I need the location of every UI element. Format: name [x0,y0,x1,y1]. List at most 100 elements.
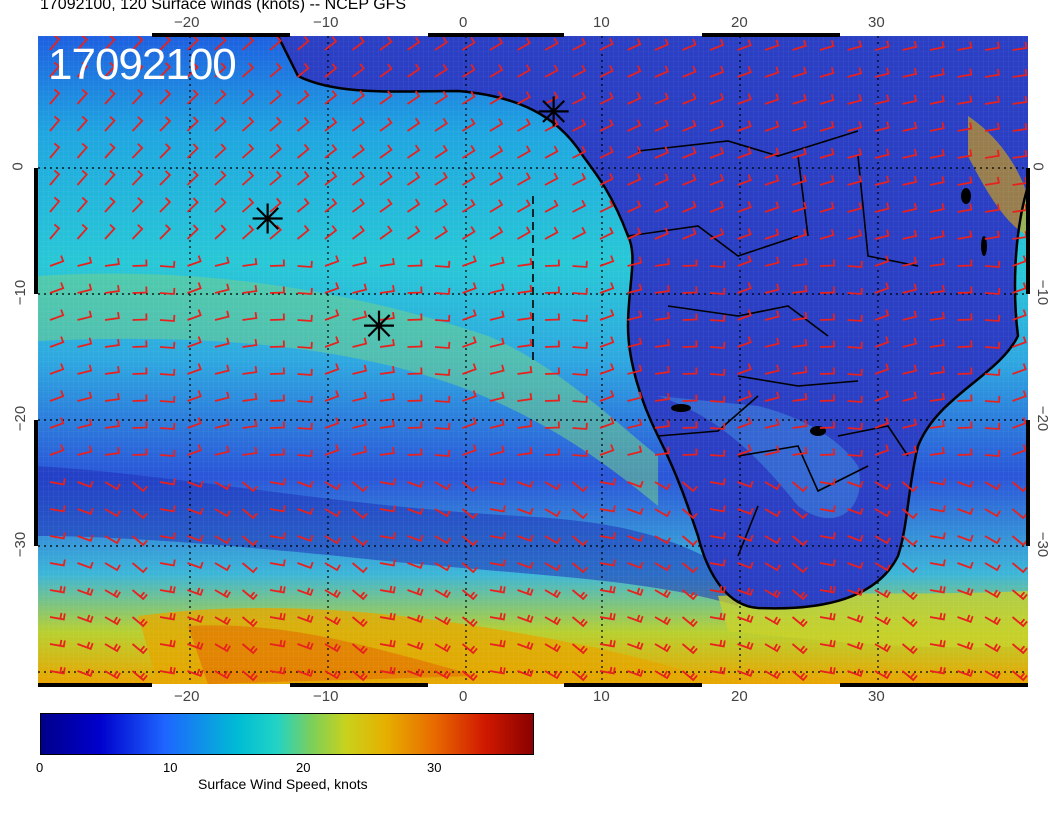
wind-barb [572,64,587,78]
wind-barb [351,198,365,213]
wind-barb [709,120,725,132]
wind-barb [654,392,670,402]
wind-barb [654,616,671,626]
wind-barb [131,670,148,682]
wind-barb [819,286,835,294]
wind-barb [352,256,368,267]
wind-barb [104,36,116,51]
wind-barb [792,311,808,321]
wind-barb [654,338,670,348]
wind-barb [764,643,781,653]
wind-barb [77,641,94,650]
lon-tick-top: 10 [593,14,610,31]
wind-barb [517,534,534,542]
wind-barb [462,37,476,51]
wind-barb [929,365,945,375]
wind-barb [324,444,340,456]
wind-barb [241,481,258,493]
wind-barb [984,368,1001,376]
wind-barb [351,225,365,240]
wind-barb [1012,282,1027,294]
lake [961,188,971,204]
wind-barb [709,666,726,675]
wind-barb [709,93,725,105]
wind-barb [544,535,561,545]
wind-barb [489,666,506,675]
wind-barb [352,364,368,375]
wind-barb [351,481,368,493]
wind-barb [572,368,588,376]
wind-barb [214,481,231,491]
wind-barb [462,64,476,78]
wind-barb [957,507,974,515]
wind-barb [241,535,258,547]
wind-barb [847,260,863,268]
wind-barb [572,199,587,213]
wind-barb [737,507,754,515]
wind-barb [874,148,890,159]
wind-barb [874,336,890,348]
wind-barb [737,614,754,623]
wind-barb [434,117,448,132]
wind-barb [517,419,533,429]
wind-barb [627,391,643,402]
wind-barb [214,562,231,572]
wind-barb [434,562,451,572]
wind-barb [462,118,476,132]
wind-barb [187,480,204,488]
wind-barb [297,614,314,623]
wind-barb [297,314,313,322]
wind-barb [77,614,94,623]
wind-barb [104,169,116,186]
wind-barb [627,38,642,51]
axis-bar-bottom [840,683,1028,687]
wind-barb [241,589,258,601]
wind-barb [517,37,531,51]
wind-barb [379,198,393,213]
wind-barb [627,364,643,375]
wind-barb [571,616,588,628]
wind-barb [517,284,533,294]
axis-bar-right [1026,168,1030,294]
lat-tick-left: −30 [12,531,30,558]
wind-barb [929,419,945,429]
wind-barb [214,197,227,213]
colorbar-tick: 30 [427,760,442,775]
wind-barb [709,559,726,567]
wind-barb [847,507,864,515]
wind-barb [901,535,918,547]
wind-barb [462,255,477,267]
wind-barb [379,532,396,540]
wind-barb [214,89,227,105]
wind-barb [297,587,314,596]
wind-barb [489,283,505,294]
wind-barb [709,612,726,621]
wind-barb [186,62,199,78]
wind-barb [104,670,121,680]
wind-barb [737,363,752,375]
wind-barb [241,62,255,78]
wind-barb [187,507,204,515]
wind-barb [572,422,588,430]
wind-barb [77,310,93,321]
wind-barb [1011,616,1028,628]
wind-barb [874,481,891,491]
wind-barb [186,116,199,132]
wind-barb [489,337,505,348]
wind-barb [132,313,148,321]
wind-barb [654,146,670,159]
wind-barb [819,40,835,51]
wind-barb [874,508,891,518]
wind-barb [682,65,697,78]
wind-barb [489,478,506,486]
wind-barb [214,310,230,321]
wind-barb [571,562,588,574]
wind-barb [351,535,368,547]
wind-barb [434,395,451,403]
wind-barb [792,39,807,51]
wind-barb [847,561,864,569]
wind-barb [489,118,504,132]
wind-barb [489,585,506,594]
wind-barb [297,507,314,515]
wind-barb [681,616,698,628]
